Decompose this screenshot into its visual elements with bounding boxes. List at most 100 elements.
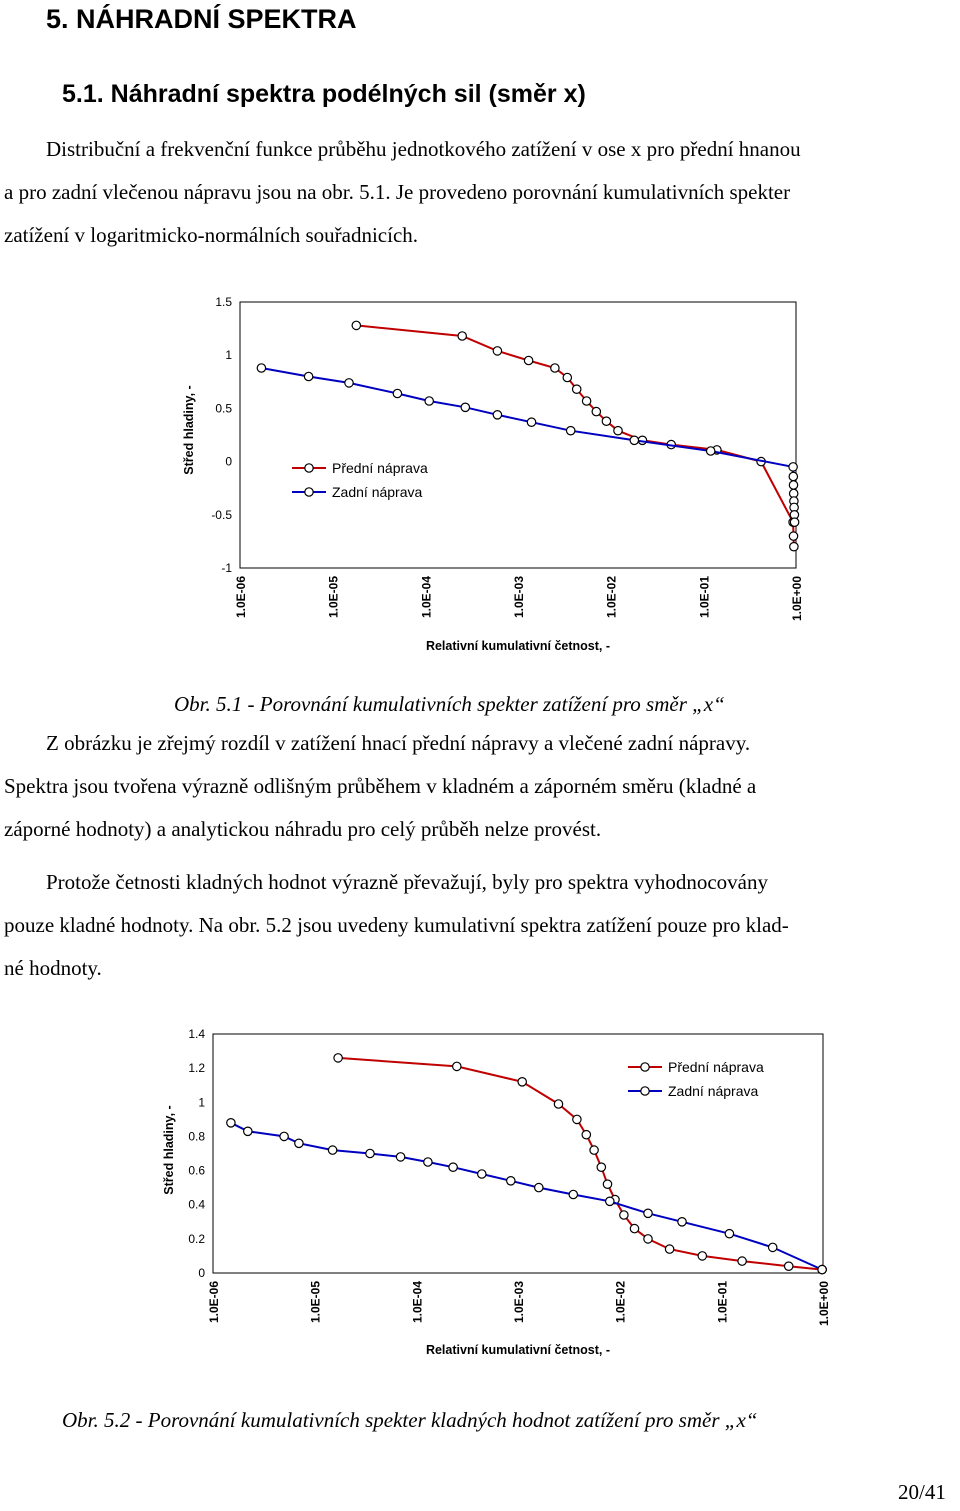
y-tick-label: 0.5 — [215, 401, 232, 415]
y-tick-label: -0.5 — [211, 508, 232, 522]
data-point — [572, 1114, 582, 1125]
paragraph-line: Spektra jsou tvořena výrazně odlišným pr… — [4, 774, 757, 798]
data-point — [788, 462, 798, 472]
y-tick-label: 1 — [198, 1095, 205, 1109]
data-point — [279, 1131, 289, 1142]
x-tick-label: 1.0E+00 — [817, 1281, 831, 1326]
data-point — [817, 1264, 827, 1275]
x-tick-label: 1.0E-05 — [327, 576, 341, 618]
data-point — [613, 425, 623, 436]
x-tick-label: 1.0E-01 — [697, 576, 711, 618]
data-point — [448, 1162, 458, 1172]
data-point — [788, 531, 799, 541]
x-tick-label: 1.0E-02 — [614, 1281, 628, 1323]
data-point — [333, 1053, 343, 1063]
paragraph-line: a pro zadní vlečenou nápravu jsou na obr… — [4, 180, 791, 204]
data-point — [737, 1256, 747, 1266]
data-point — [526, 417, 537, 427]
data-point — [596, 1162, 607, 1172]
paragraph-line: Protože četnosti kladných hodnot výrazně… — [46, 870, 768, 894]
data-point — [589, 1145, 599, 1155]
data-point — [568, 1189, 579, 1200]
data-point — [423, 1157, 433, 1167]
legend-swatch-marker — [640, 1086, 650, 1096]
chart-5-1: 1.5 1 0.5 0 -0.5 -11.0E-06 1.0E-05 1.0E-04 1.0E-… — [182, 295, 804, 653]
legend-label: Přední náprava — [332, 460, 428, 476]
legend-swatch-marker — [640, 1062, 650, 1072]
data-point — [243, 1126, 253, 1137]
data-point — [303, 371, 314, 382]
data-point — [724, 1228, 735, 1239]
data-point — [550, 363, 560, 373]
x-tick-label: 1.0E-06 — [234, 576, 248, 618]
data-point — [256, 363, 267, 373]
data-point — [294, 1138, 304, 1149]
y-tick-label: 1.2 — [188, 1061, 205, 1075]
data-point — [664, 1244, 675, 1254]
series-line-front-axle — [338, 1056, 823, 1271]
paragraph-line: Distribuční a frekvenční funkce průběhu … — [46, 137, 801, 161]
data-point — [783, 1261, 794, 1271]
data-point — [602, 1179, 613, 1189]
data-point — [789, 517, 800, 527]
data-point — [395, 1152, 406, 1162]
x-tick-label: 1.0E-04 — [410, 1281, 424, 1323]
data-point — [565, 425, 576, 436]
y-tick-label: 1.4 — [188, 1027, 205, 1041]
legend-swatch-marker — [304, 463, 314, 473]
section-heading: 5. NÁHRADNÍ SPEKTRA — [46, 4, 357, 34]
paragraph-line: zatížení v logaritmicko-normálních souřa… — [4, 223, 419, 247]
y-tick-label: 1 — [225, 348, 232, 362]
x-tick-label: 1.0E-02 — [605, 576, 619, 618]
data-point — [460, 402, 471, 413]
data-point — [788, 480, 799, 490]
x-tick-label: 1.0E-04 — [419, 576, 433, 618]
data-point — [392, 388, 403, 399]
data-point — [581, 396, 592, 406]
y-tick-label: 1.5 — [215, 295, 232, 309]
data-point — [351, 320, 362, 331]
legend-label: Zadní náprava — [332, 484, 422, 500]
plot-area — [239, 301, 797, 569]
data-point — [643, 1208, 653, 1219]
x-tick-label: 1.0E+00 — [790, 576, 804, 621]
legend-label: Přední náprava — [668, 1059, 764, 1075]
x-axis-label: Relativní kumulativní četnost, - — [426, 1343, 610, 1357]
series-line-front-axle — [356, 324, 795, 547]
data-point — [629, 435, 640, 446]
y-tick-label: 0.8 — [188, 1129, 205, 1143]
figure-caption-5-2: Obr. 5.2 - Porovnání kumulativních spekt… — [62, 1408, 758, 1432]
data-point — [365, 1148, 375, 1159]
data-point — [492, 346, 503, 356]
data-point — [505, 1176, 516, 1186]
data-point — [788, 471, 799, 482]
x-tick-label: 1.0E-06 — [207, 1281, 221, 1323]
data-point — [562, 372, 573, 383]
page-number: 20/41 — [898, 1480, 946, 1504]
paragraph-positive-values: Protože četnosti kladných hodnot výrazně… — [4, 861, 956, 990]
data-point — [226, 1118, 236, 1128]
data-point — [604, 1196, 615, 1207]
data-point — [523, 355, 534, 366]
y-tick-label: 0.2 — [188, 1232, 205, 1246]
data-point — [767, 1242, 778, 1253]
series-line-rear-axle — [230, 1121, 823, 1271]
data-point — [571, 384, 582, 394]
data-point — [789, 541, 799, 552]
y-axis-label: Střed hladiny, - — [162, 1105, 176, 1194]
paragraph-intro: Distribuční a frekvenční funkce průběhu … — [4, 128, 956, 257]
data-point — [344, 378, 354, 388]
y-tick-label: -1 — [221, 561, 232, 575]
data-point — [533, 1182, 544, 1193]
data-point — [643, 1234, 653, 1244]
x-tick-label: 1.0E-03 — [512, 576, 526, 618]
x-tick-label: 1.0E-01 — [715, 1281, 729, 1323]
figure-caption-5-1: Obr. 5.1 - Porovnání kumulativních spekt… — [174, 692, 725, 716]
data-point — [581, 1129, 592, 1140]
x-axis-label: Relativní kumulativní četnost, - — [426, 639, 610, 653]
data-point — [677, 1217, 687, 1227]
data-point — [327, 1145, 338, 1155]
x-tick-label: 1.0E-03 — [512, 1281, 526, 1323]
data-point — [424, 396, 434, 406]
y-tick-label: 0.6 — [188, 1164, 205, 1178]
